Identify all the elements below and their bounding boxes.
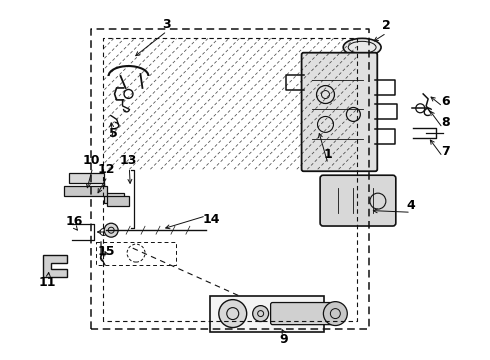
- Text: 2: 2: [382, 19, 391, 32]
- Polygon shape: [64, 186, 129, 206]
- Text: 16: 16: [66, 215, 83, 228]
- FancyBboxPatch shape: [210, 296, 324, 332]
- Text: 6: 6: [441, 95, 449, 108]
- FancyBboxPatch shape: [320, 175, 396, 226]
- Circle shape: [104, 223, 118, 237]
- Text: 3: 3: [163, 18, 171, 31]
- FancyBboxPatch shape: [270, 302, 332, 325]
- Text: 11: 11: [39, 276, 56, 289]
- Circle shape: [219, 300, 246, 328]
- Text: 1: 1: [323, 148, 332, 161]
- Text: 14: 14: [202, 213, 220, 226]
- Circle shape: [323, 302, 347, 325]
- Text: 10: 10: [82, 154, 100, 167]
- Text: 13: 13: [119, 154, 137, 167]
- Text: 15: 15: [97, 245, 115, 258]
- Text: 12: 12: [97, 163, 115, 176]
- Text: 5: 5: [109, 127, 118, 140]
- Text: 9: 9: [280, 333, 288, 346]
- Text: 7: 7: [441, 145, 449, 158]
- FancyBboxPatch shape: [301, 53, 377, 171]
- Circle shape: [253, 306, 269, 321]
- Polygon shape: [69, 173, 124, 203]
- Text: 8: 8: [441, 116, 449, 129]
- Polygon shape: [43, 255, 68, 277]
- Ellipse shape: [343, 39, 381, 56]
- Text: 4: 4: [407, 199, 416, 212]
